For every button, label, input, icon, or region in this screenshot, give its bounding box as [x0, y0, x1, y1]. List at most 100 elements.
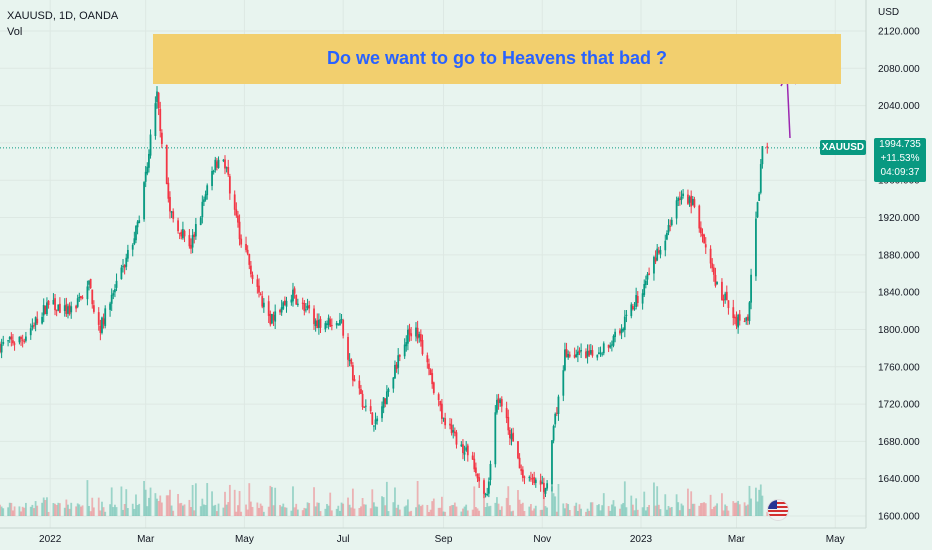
candle-body	[625, 314, 628, 316]
candle-body	[508, 430, 511, 439]
candle-body	[36, 318, 39, 324]
volume-bar	[133, 508, 136, 516]
volume-bar	[591, 502, 594, 516]
y-tick-label: 1920.000	[878, 213, 920, 224]
candle-body	[675, 200, 678, 219]
volume-bar	[160, 502, 163, 516]
candle-body	[292, 289, 294, 302]
volume-bar	[478, 510, 481, 516]
volume-bar	[439, 507, 442, 516]
volume-bar	[272, 505, 275, 516]
candle-body	[143, 182, 145, 220]
volume-bars	[0, 480, 769, 516]
candle-body	[732, 307, 735, 318]
volume-bar	[484, 507, 487, 516]
candle-body	[756, 202, 759, 218]
candle-body	[369, 406, 372, 412]
us-flag-icon[interactable]	[767, 499, 789, 521]
candle-body	[716, 282, 718, 285]
y-tick-label: 2120.000	[878, 27, 920, 38]
candle-body	[76, 298, 79, 307]
volume-bar	[193, 510, 196, 516]
volume-bar	[178, 503, 181, 516]
price-change: +11.53%	[880, 153, 920, 164]
candle-body	[598, 352, 600, 355]
volume-bar	[36, 505, 39, 516]
candle-body	[759, 164, 762, 193]
candle-body	[575, 354, 578, 358]
candle-body	[350, 359, 353, 364]
volume-bar	[539, 509, 542, 516]
volume-bar	[329, 492, 332, 516]
candle-body	[510, 434, 513, 440]
volume-bar	[633, 510, 636, 516]
candle-body	[29, 328, 32, 336]
volume-bar	[177, 494, 179, 516]
candle-body	[58, 303, 61, 313]
candle-body	[654, 257, 657, 262]
candle-body	[473, 458, 476, 470]
candle-body	[620, 329, 623, 334]
candle-body	[698, 205, 701, 229]
candle-body	[330, 325, 333, 327]
candle-body	[237, 215, 239, 223]
candle-body	[486, 494, 489, 496]
volume-bar	[285, 507, 288, 516]
volume-bar	[99, 510, 102, 516]
volume-bar	[305, 508, 307, 516]
volume-bar	[63, 507, 66, 516]
volume-bar	[395, 507, 398, 516]
volume-bar	[497, 503, 500, 516]
candle-body	[712, 267, 715, 275]
candle-body	[303, 303, 306, 311]
candle-body	[256, 279, 259, 287]
candle-body	[75, 305, 77, 309]
candle-body	[418, 334, 421, 338]
candle-body	[567, 353, 570, 358]
volume-bar	[308, 503, 311, 516]
volume-bar	[405, 505, 408, 516]
volume-bar	[463, 506, 466, 516]
volume-bar	[42, 497, 45, 516]
y-tick-label: 2040.000	[878, 101, 920, 112]
candle-body	[373, 425, 375, 427]
volume-bar	[510, 511, 513, 516]
volume-bar	[180, 502, 183, 516]
volume-bar	[620, 504, 623, 516]
volume-bar	[564, 508, 566, 516]
volume-bar	[578, 504, 581, 516]
candle-body	[199, 217, 202, 226]
volume-bar	[384, 505, 387, 516]
y-tick-label: 1840.000	[878, 288, 920, 299]
candle-body	[170, 211, 173, 213]
annotation-banner[interactable]: Do we want to go to Heavens that bad ?	[153, 34, 841, 84]
volume-bar	[654, 505, 657, 516]
candle-body	[476, 473, 479, 479]
candle-body	[57, 304, 60, 311]
volume-bar	[398, 509, 401, 516]
volume-bar	[392, 502, 395, 516]
candle-body	[293, 288, 296, 294]
volume-bar	[251, 506, 254, 516]
volume-bar	[182, 505, 184, 516]
volume-bar	[619, 508, 621, 516]
last-price-tag: 1994.735 +11.53% 04:09:37	[874, 138, 926, 182]
candle-body	[308, 305, 311, 309]
volume-bar	[489, 505, 492, 516]
volume-bar	[701, 502, 704, 516]
volume-bar	[222, 507, 225, 516]
candle-body	[112, 293, 115, 296]
candle-body	[610, 344, 613, 346]
volume-bar	[745, 505, 748, 516]
volume-bar	[499, 509, 502, 516]
candle-body	[636, 295, 639, 303]
volume-bar	[214, 504, 217, 516]
volume-bar	[125, 489, 128, 516]
candle-body	[136, 221, 139, 228]
candle-body	[466, 445, 469, 456]
candle-body	[44, 305, 47, 315]
candle-body	[178, 232, 181, 234]
candle-body	[114, 289, 116, 293]
x-tick-label: Mar	[728, 534, 746, 545]
volume-bar	[732, 501, 735, 516]
